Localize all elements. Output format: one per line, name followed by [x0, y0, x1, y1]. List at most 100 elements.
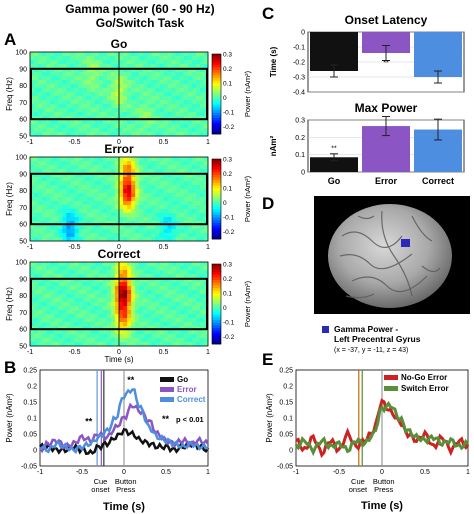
heatmap-cell — [54, 169, 59, 174]
heatmap-cell — [163, 157, 168, 162]
heatmap-cell — [127, 165, 132, 170]
heatmap-cell — [195, 108, 201, 113]
heatmap-cell — [143, 104, 148, 109]
heatmap-cell — [74, 64, 79, 69]
heatmap-cell — [110, 193, 116, 198]
heatmap-cell — [179, 108, 185, 113]
heatmap-cell — [127, 72, 132, 77]
heatmap-cell — [143, 52, 148, 57]
heatmap-cell — [114, 286, 120, 291]
heatmap-cell — [46, 262, 51, 267]
heatmap-cell — [123, 286, 128, 291]
heatmap-cell — [90, 302, 96, 307]
heatmap-cell — [135, 128, 140, 133]
heatmap-cell — [187, 72, 193, 77]
heatmap-cell — [175, 116, 181, 121]
heatmap-cell — [175, 217, 181, 222]
brain-surface — [328, 204, 452, 308]
heatmap-cell — [155, 278, 160, 283]
heatmap-cell — [139, 68, 144, 73]
colorbar-segment — [212, 212, 221, 216]
heatmap-cell — [187, 225, 193, 230]
heatmap-cell — [135, 205, 140, 210]
heatmap-cell — [62, 96, 67, 101]
category-label: Error — [375, 176, 398, 186]
heatmap-cell — [127, 330, 132, 335]
heatmap-cell — [38, 169, 43, 174]
button-press-label-2: Press — [116, 485, 135, 494]
heatmap-cell — [94, 96, 100, 101]
heatmap-cell — [203, 330, 209, 335]
heatmap-cell — [195, 274, 201, 279]
heatmap-cell — [123, 157, 128, 162]
heatmap-cell — [58, 201, 63, 206]
colorbar-segment — [212, 96, 221, 100]
heatmap-cell — [195, 72, 201, 77]
colorbar-tick-label: 0.3 — [223, 262, 232, 269]
heatmap-cell — [42, 56, 47, 61]
heatmap-cell — [151, 104, 156, 109]
heatmap-cell — [127, 108, 132, 113]
heatmap-cell — [187, 60, 193, 65]
heatmap-cell — [114, 237, 120, 242]
heatmap-cell — [143, 124, 148, 129]
heatmap-cell — [191, 165, 197, 170]
heatmap-cell — [90, 128, 96, 133]
heatmap-cell — [46, 116, 51, 121]
heatmap-cell — [30, 209, 35, 214]
heatmap-cell — [171, 181, 177, 186]
heatmap-cell — [167, 177, 172, 182]
heatmap-cell — [143, 213, 148, 218]
heatmap-cell — [199, 173, 205, 178]
heatmap-cell — [38, 213, 43, 218]
heatmap-cell — [131, 266, 136, 271]
heatmap-cell — [123, 237, 128, 242]
heatmap-cell — [167, 165, 172, 170]
heatmap-cell — [179, 270, 185, 275]
heatmap-cell — [191, 330, 197, 335]
heatmap-cell — [46, 169, 51, 174]
heatmap-cell — [30, 92, 35, 97]
heatmap-cell — [110, 161, 116, 166]
heatmap-cell — [90, 322, 96, 327]
heatmap-cell — [135, 165, 140, 170]
heatmap-cell — [50, 322, 55, 327]
heatmap-cell — [102, 112, 108, 117]
heatmap-cell — [98, 177, 104, 182]
heatmap-cell — [199, 290, 205, 295]
category-label: Go — [328, 176, 341, 186]
heatmap-cell — [151, 80, 156, 85]
heatmap-cell — [114, 161, 120, 166]
heatmap-cell — [147, 278, 152, 283]
heatmap-cell — [78, 221, 83, 226]
heatmap-cell — [46, 274, 51, 279]
heatmap-cell — [42, 306, 47, 311]
heatmap-cell — [58, 108, 63, 113]
heatmap-cell — [203, 132, 209, 137]
heatmap-cell — [195, 233, 201, 238]
heatmap-cell — [195, 298, 201, 303]
heatmap-cell — [147, 104, 152, 109]
heatmap-cell — [114, 201, 120, 206]
heatmap-cell — [78, 342, 83, 347]
heatmap-cell — [86, 306, 92, 311]
heatmap-cell — [127, 274, 132, 279]
heatmap-cell — [187, 64, 193, 69]
y-tick-label: 0 — [301, 30, 305, 37]
heatmap-cell — [30, 294, 35, 299]
heatmap-cell — [199, 217, 205, 222]
heatmap-cell — [183, 209, 189, 214]
heatmap-cell — [50, 60, 55, 65]
heatmap-cell — [187, 262, 193, 267]
x-tick-label: -1 — [293, 469, 299, 476]
heatmap-cell — [119, 84, 124, 89]
heatmap-cell — [110, 221, 116, 226]
heatmap-cell — [191, 225, 197, 230]
heatmap-cell — [66, 282, 71, 287]
heatmap-cell — [179, 342, 185, 347]
heatmap-cell — [199, 314, 205, 319]
heatmap-cell — [74, 177, 79, 182]
y-tick-label: -0.05 — [277, 464, 293, 471]
heatmap-cell — [155, 157, 160, 162]
heatmap-cell — [191, 64, 197, 69]
